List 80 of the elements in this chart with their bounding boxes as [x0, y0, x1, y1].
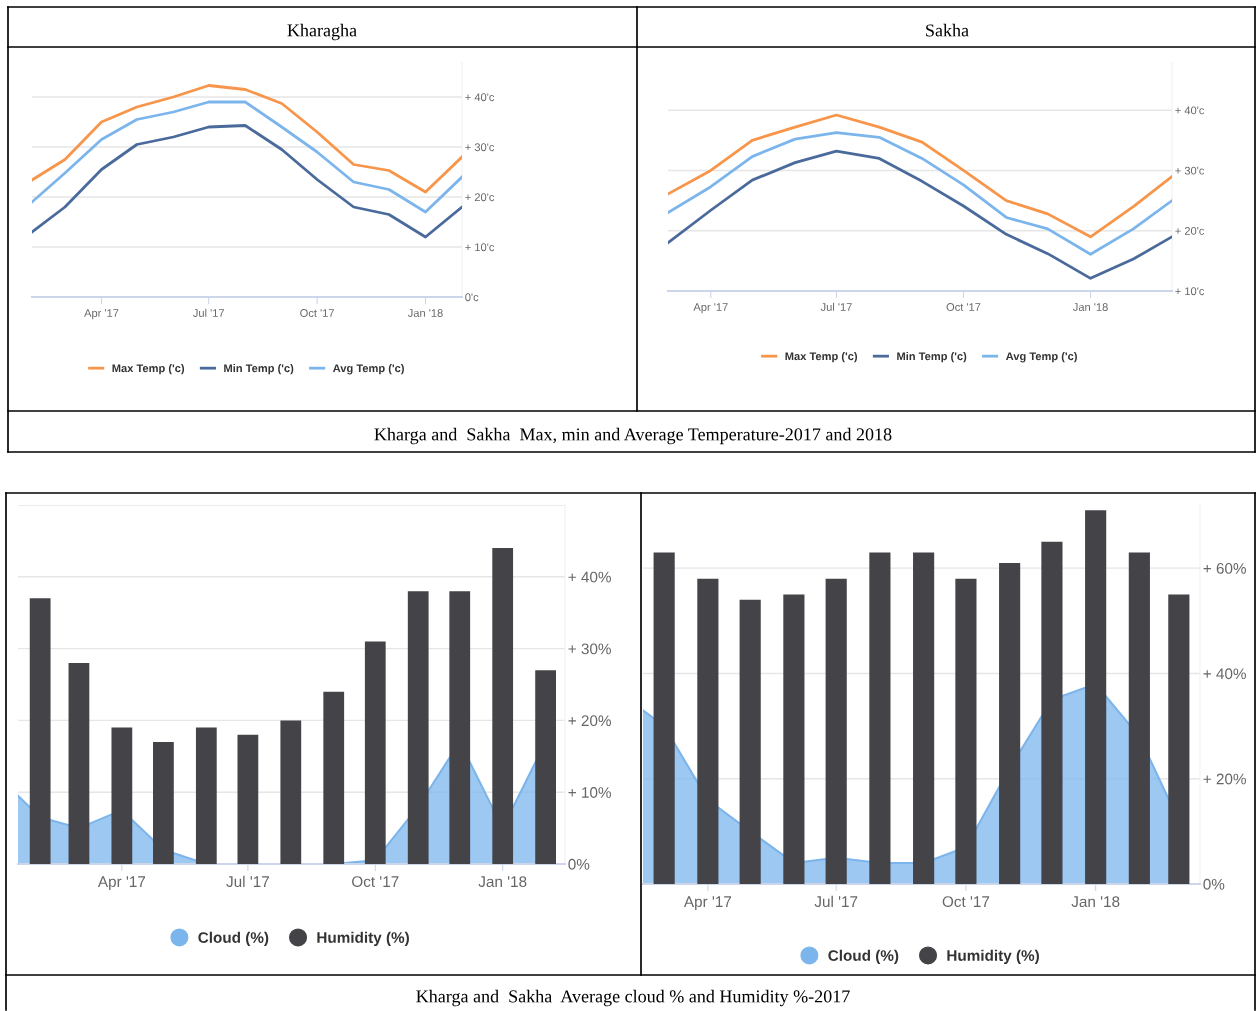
line-series: [32, 124, 462, 239]
bar: [1128, 552, 1150, 884]
bar: [869, 552, 891, 884]
legend-label: Cloud (%): [828, 949, 899, 964]
line-series: [668, 149, 1172, 280]
y-tick-label: + 40%: [568, 571, 611, 583]
bar: [364, 641, 386, 864]
legend-label: Avg Temp ('c): [1005, 352, 1077, 363]
bar: [999, 562, 1021, 884]
y-tick-label: + 10'c: [465, 243, 495, 252]
x-tick-label: Oct '17: [352, 876, 399, 888]
x-tick-label: Apr '17: [683, 896, 732, 911]
x-tick-label: Oct '17: [300, 309, 334, 317]
y-tick-label: 0%: [568, 858, 590, 870]
y-tick-label: + 20%: [568, 715, 611, 727]
bar: [153, 741, 174, 864]
bar: [237, 734, 259, 864]
legend-label: Max Temp ('c): [112, 364, 185, 375]
line-series: [32, 84, 462, 194]
x-tick-label: Jan '18: [407, 309, 443, 317]
y-tick-label: + 30'c: [465, 143, 495, 152]
x-tick-label: Apr '17: [693, 303, 728, 314]
x-tick-label: Oct '17: [942, 896, 990, 908]
legend-label: Avg Temp ('c): [332, 364, 404, 375]
y-tick-label: + 10%: [568, 787, 611, 798]
line-series: [32, 100, 462, 214]
y-tick-label: 0'c: [465, 293, 479, 302]
text: Kharga and Sakha Average cloud % and Humidity %-2017: [416, 989, 850, 1007]
legend-label: Max Temp ('c): [785, 352, 858, 363]
bar: [323, 691, 345, 864]
y-tick-label: + 60%: [1203, 563, 1246, 574]
bar: [195, 727, 217, 864]
bar: [111, 727, 133, 864]
y-tick-label: + 20%: [1203, 773, 1246, 785]
x-tick-label: Jan '18: [478, 876, 527, 888]
bar: [783, 594, 805, 884]
legend-label: Humidity (%): [947, 949, 1039, 964]
x-tick-label: Jul '17: [226, 875, 269, 888]
bar: [825, 578, 847, 884]
bar: [492, 548, 514, 864]
chart-title: Kharagha: [287, 23, 357, 41]
x-tick-label: Oct '17: [946, 303, 981, 311]
legend-label: Cloud (%): [198, 931, 269, 946]
legend-label: Min Temp ('c): [224, 364, 294, 375]
bar: [653, 552, 675, 884]
y-tick-label: + 40%: [1203, 668, 1246, 680]
y-tick-label: + 30%: [568, 643, 611, 655]
chart-title: Sakha: [926, 23, 969, 37]
bar: [913, 552, 935, 884]
bar: [1085, 510, 1107, 884]
y-tick-label: + 40'c: [465, 93, 495, 102]
bar: [955, 578, 977, 884]
bar: [1041, 541, 1063, 884]
x-tick-label: Apr '17: [84, 309, 119, 320]
x-tick-label: Jul '17: [820, 302, 852, 311]
bar: [449, 591, 471, 864]
line-series: [668, 131, 1172, 256]
bar: [280, 720, 302, 864]
y-tick-label: + 40'c: [1175, 106, 1205, 115]
bar: [739, 599, 761, 884]
x-tick-label: Jan '18: [1072, 303, 1108, 311]
y-tick-label: + 20'c: [465, 193, 495, 202]
y-tick-label: 0%: [1203, 878, 1225, 890]
bar: [407, 591, 429, 864]
legend-label: Humidity (%): [317, 931, 409, 946]
y-tick-label: + 10'c: [1175, 287, 1205, 296]
x-tick-label: Jan '18: [1071, 896, 1120, 908]
bar: [68, 662, 90, 864]
x-tick-label: Apr '17: [97, 876, 146, 891]
line-series: [668, 113, 1172, 239]
text: Kharga and Sakha Max, min and Average Temperature-2017 and 2018: [374, 427, 892, 445]
y-tick-label: + 20'c: [1175, 227, 1205, 235]
bar: [697, 578, 719, 884]
bar: [1168, 594, 1190, 884]
legend-label: Min Temp ('c): [897, 352, 967, 363]
bar: [535, 670, 556, 864]
x-tick-label: Jul '17: [814, 895, 858, 908]
y-tick-label: + 30'c: [1175, 166, 1205, 175]
x-tick-label: Jul '17: [193, 308, 225, 317]
bar: [29, 598, 51, 864]
